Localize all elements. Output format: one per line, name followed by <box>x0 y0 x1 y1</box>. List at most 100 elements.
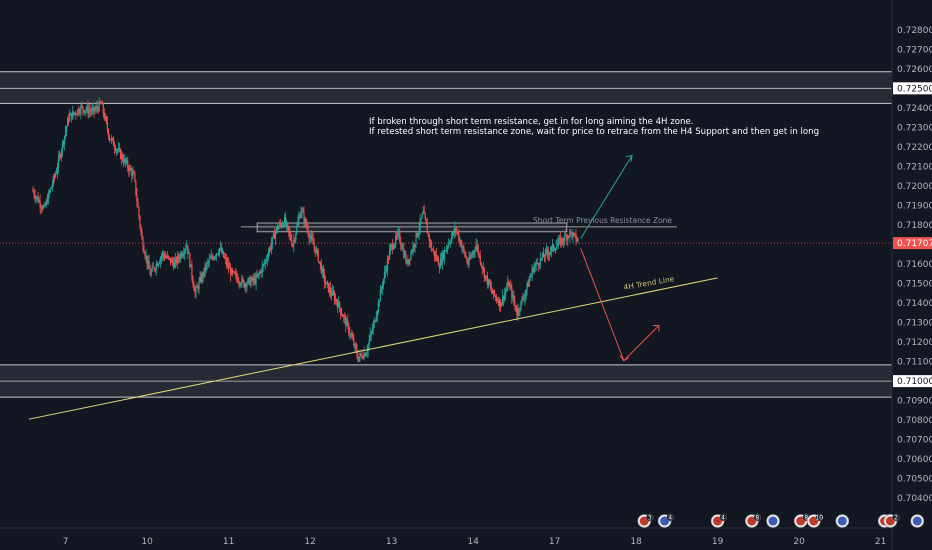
candle-body-504 <box>545 250 548 251</box>
candle-body-267 <box>304 219 306 223</box>
price-axis[interactable]: 0.72800 0.72700 0.72600 0.72500 0.72400 0.723… <box>893 26 932 504</box>
candle-body-24 <box>56 167 59 173</box>
candle-body-356 <box>395 235 397 245</box>
candle-body-204 <box>240 284 242 286</box>
candle-body-369 <box>408 259 410 265</box>
candle-body-414 <box>454 228 456 234</box>
candle-body-175 <box>210 256 212 259</box>
candle-body-131 <box>165 257 168 258</box>
candle-body-482 <box>523 299 525 300</box>
time-axis[interactable]: 7 10 11 12 13 14 17 18 19 20 21 <box>63 537 887 547</box>
candle-body-220 <box>256 275 258 277</box>
candle-body-330 <box>368 340 370 345</box>
candle-body-535 <box>577 239 579 241</box>
candle-body-309 <box>347 320 349 325</box>
candle-body-235 <box>271 236 274 244</box>
candle-body-374 <box>413 245 415 247</box>
candle-body-488 <box>529 277 531 281</box>
candle-body-198 <box>234 271 236 274</box>
drawings-layer <box>28 155 718 420</box>
candle-body-358 <box>397 232 399 236</box>
candle-body-39 <box>72 111 74 119</box>
candle-body-524 <box>566 235 568 241</box>
candle-body-442 <box>482 268 484 270</box>
candle-body-252 <box>289 231 291 235</box>
candle-body-436 <box>476 244 478 247</box>
candle-body-158 <box>193 284 195 291</box>
candle-body-141 <box>176 258 178 264</box>
candle-body-518 <box>560 238 562 245</box>
candle-body-179 <box>214 256 216 258</box>
y-tick-13: 0.71500 <box>897 280 932 290</box>
bullish-arrow[interactable] <box>580 155 633 239</box>
candle-body-458 <box>498 299 501 305</box>
resistance-zone-box[interactable] <box>256 222 568 233</box>
candle-body-109 <box>143 249 145 254</box>
candle-body-150 <box>185 248 187 250</box>
candle-body-135 <box>169 257 172 263</box>
x-tick-5: 14 <box>467 537 479 547</box>
candle-body-368 <box>407 260 409 265</box>
candle-body-477 <box>518 308 520 312</box>
candle-body-65 <box>98 101 100 111</box>
candle-body-243 <box>279 223 282 225</box>
candle-body-391 <box>430 242 432 251</box>
event-count-bg-0 <box>646 513 654 522</box>
price-tag-18: 0.71000 <box>897 377 932 387</box>
zones-layer <box>0 71 892 398</box>
candle-body-55 <box>88 110 90 114</box>
candle-body-370 <box>409 259 411 260</box>
candle-body-501 <box>542 253 544 258</box>
candle-body-133 <box>167 255 170 258</box>
bearish-arrow[interactable] <box>580 248 660 362</box>
candle-body-2 <box>34 195 36 199</box>
candle-body-132 <box>166 255 169 258</box>
candle-body-351 <box>389 245 392 251</box>
candle-body-112 <box>146 255 148 265</box>
candle-body-162 <box>197 286 199 290</box>
candle-body-22 <box>54 173 57 177</box>
candle-body-157 <box>192 277 194 285</box>
candle-body-346 <box>384 270 387 273</box>
candle-body-484 <box>525 290 527 295</box>
upper-zone-fill[interactable] <box>0 71 892 104</box>
candle-body-63 <box>96 106 98 109</box>
trend-line[interactable] <box>28 277 718 420</box>
candle-body-52 <box>85 109 87 111</box>
candle-body-333 <box>371 330 373 333</box>
candle-body-402 <box>441 252 444 264</box>
candle-body-444 <box>484 275 486 278</box>
candle-body-254 <box>291 239 293 246</box>
trend-line-label: 4H Trend Line <box>623 274 675 292</box>
candle-body-10 <box>42 206 44 209</box>
y-tick-15: 0.71300 <box>897 319 932 329</box>
candle-body-110 <box>144 253 146 257</box>
candle-body-276 <box>313 244 315 248</box>
candle-body-334 <box>372 324 374 331</box>
candle-body-202 <box>238 282 240 283</box>
candle-body-75 <box>108 136 111 140</box>
candle-body-54 <box>87 106 89 114</box>
candle-body-513 <box>555 249 557 251</box>
event-count-bg-9 <box>892 513 900 522</box>
candle-body-208 <box>244 284 246 287</box>
candle-body-142 <box>177 255 179 264</box>
candle-body-322 <box>360 353 362 355</box>
candle-body-227 <box>263 263 265 265</box>
candle-body-463 <box>504 293 506 300</box>
candle-body-205 <box>241 278 243 285</box>
candle-body-77 <box>110 138 113 141</box>
event-count-bg-6 <box>815 513 823 522</box>
candle-body-394 <box>433 250 435 257</box>
candle-body-103 <box>137 201 139 208</box>
candle-body-424 <box>464 251 466 256</box>
candle-body-124 <box>158 262 160 264</box>
candle-body-335 <box>373 320 375 325</box>
candle-body-342 <box>380 288 383 290</box>
candle-body-265 <box>302 210 304 213</box>
candle-body-249 <box>286 222 288 225</box>
candle-body-422 <box>462 246 464 248</box>
candle-body-32 <box>65 131 67 136</box>
y-tick-12: 0.71600 <box>897 260 932 270</box>
